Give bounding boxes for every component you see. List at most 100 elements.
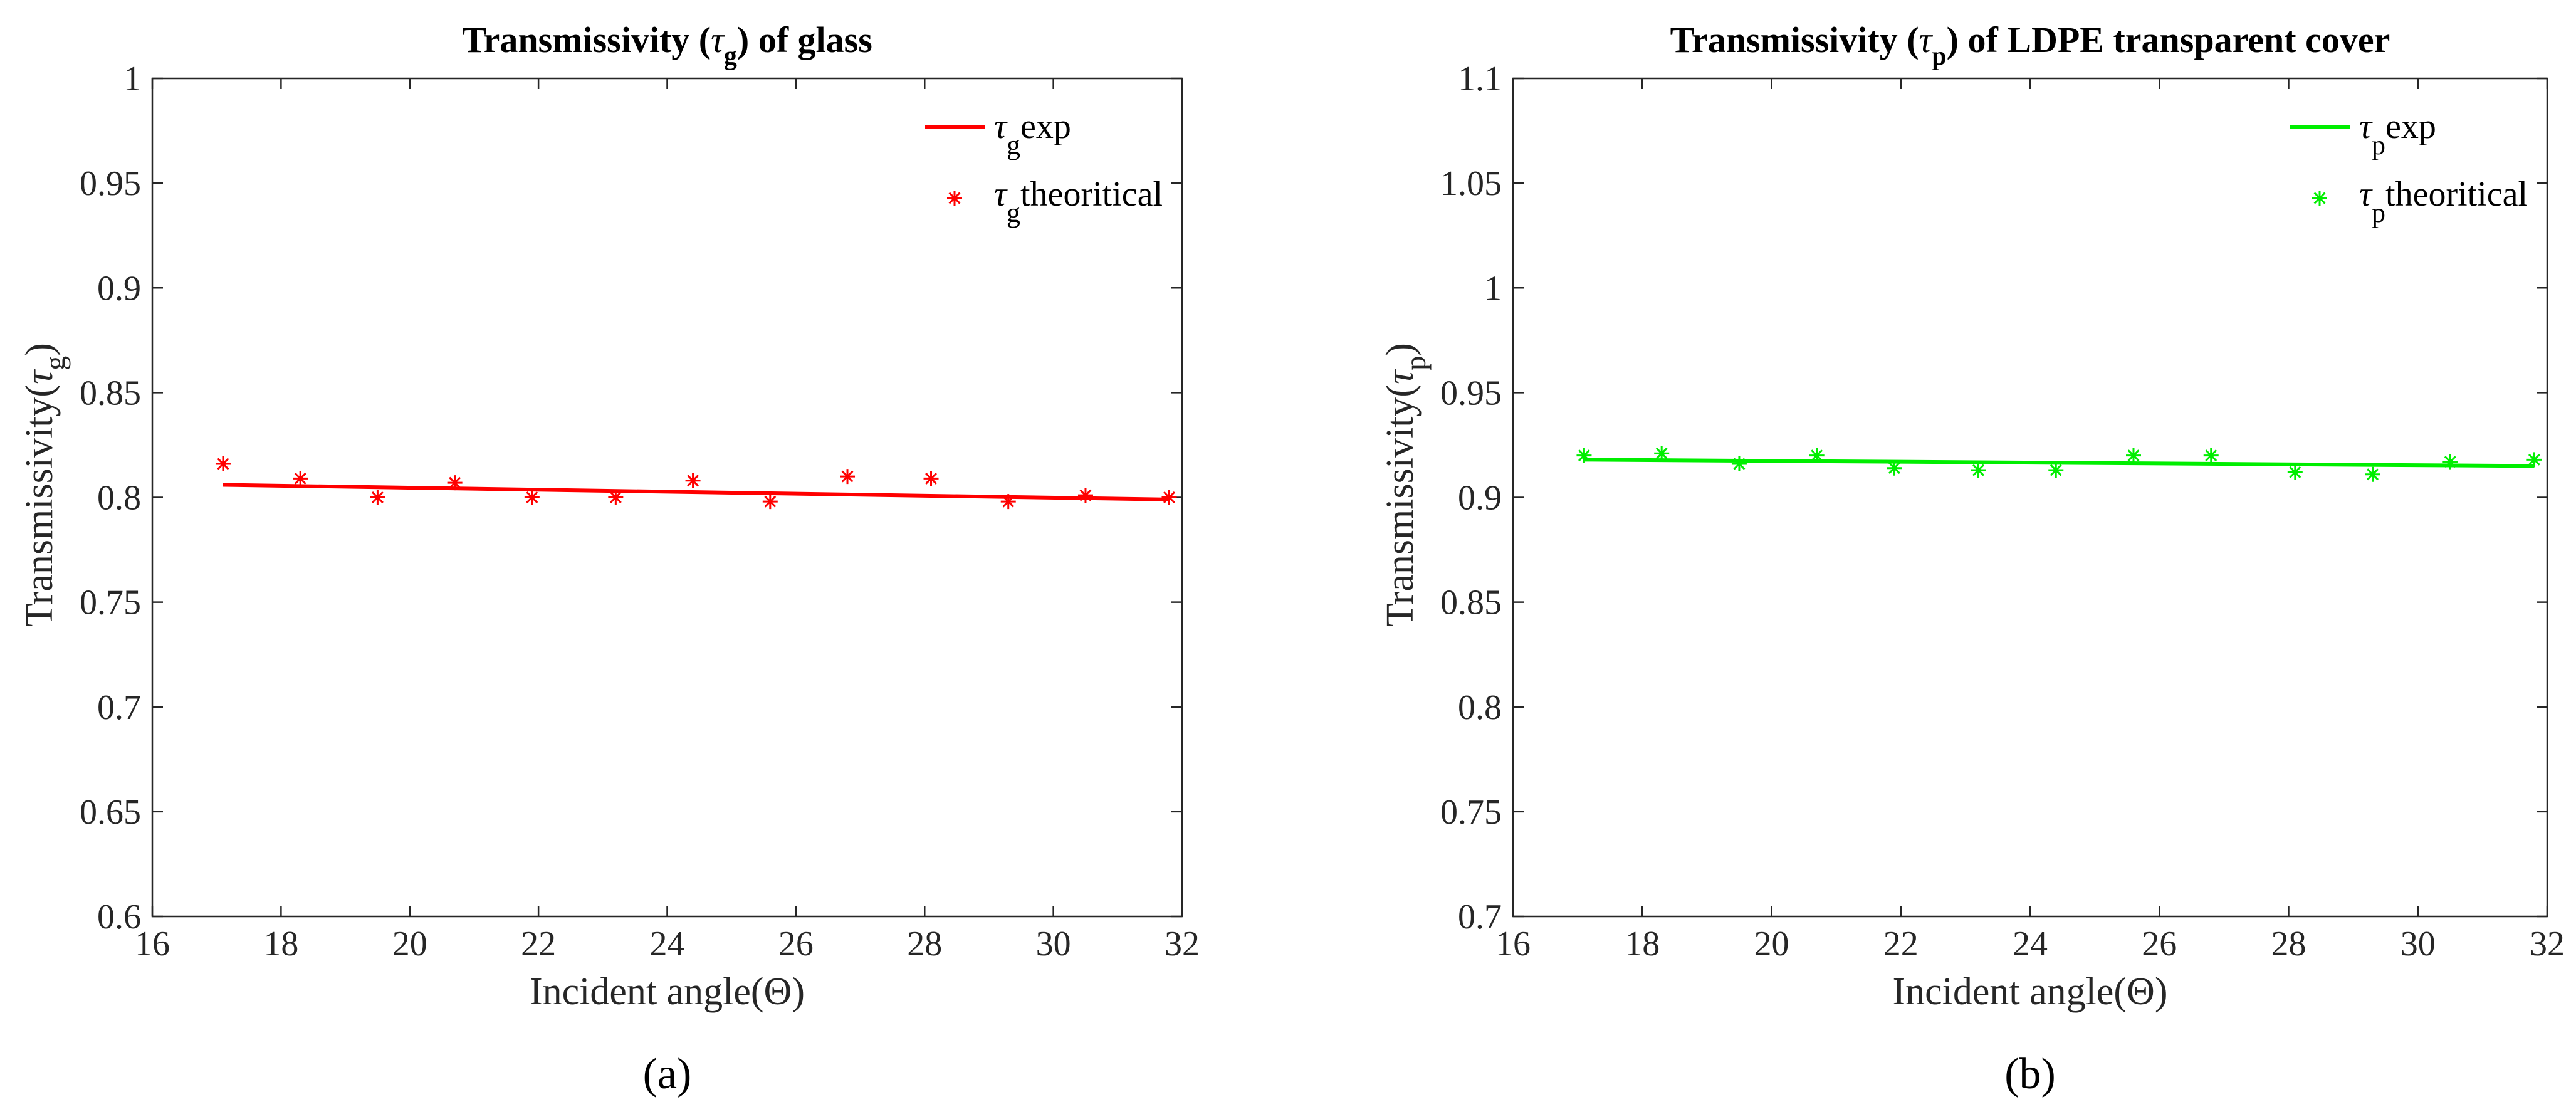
- x-tick-label: 16: [1495, 925, 1531, 963]
- data-point-theoritical: [215, 456, 231, 472]
- y-tick-label: 1.1: [1458, 60, 1502, 98]
- data-point-theoritical: [840, 469, 856, 485]
- y-tick-label: 0.8: [97, 479, 141, 518]
- x-tick-label: 22: [1883, 925, 1919, 963]
- asterisk-marker: [762, 494, 778, 510]
- data-point-theoritical: [370, 490, 385, 505]
- y-tick-label: 0.65: [80, 793, 141, 832]
- panel-caption: (a): [643, 1050, 692, 1098]
- series-line-exp: [223, 483, 1170, 501]
- data-point-theoritical: [524, 490, 540, 505]
- chart-panel-a: 16 18 20 22 24 26 28 30 32 0.6 0.65 0.7 0.75 0.8 0.85 0…: [18, 19, 1200, 1098]
- data-point-theoritical: [447, 475, 463, 491]
- data-point-theoritical: [1077, 488, 1093, 503]
- y-tick-label: 0.7: [97, 688, 141, 727]
- y-tick-label: 0.9: [97, 269, 141, 308]
- x-tick-label: 30: [2401, 925, 2436, 963]
- y-tick-label: 0.9: [1458, 479, 1502, 518]
- legend-entry-theoritical: τptheoritical: [2359, 175, 2528, 228]
- x-tick-label: 26: [2142, 925, 2177, 963]
- y-tick-label: 1: [1484, 269, 1502, 308]
- x-tick-label: 28: [2271, 925, 2306, 963]
- asterisk-marker: [1809, 448, 1825, 463]
- y-tick-label: 0.85: [1440, 584, 1502, 622]
- asterisk-marker: [685, 473, 701, 488]
- y-tick-label: 1: [123, 60, 141, 98]
- y-tick-label: 0.7: [1458, 898, 1502, 936]
- x-axis-label: Incident angle(Θ): [530, 970, 805, 1013]
- asterisk-marker: [1887, 460, 1902, 476]
- chart-panel-b: 16 18 20 22 24 26 28 30 32 0.7 0.75 0.8 0.85 0.9 0.95 1…: [1379, 19, 2565, 1098]
- data-point-theoritical: [293, 471, 308, 486]
- y-tick-label: 0.95: [1440, 374, 1502, 412]
- data-point-theoritical: [685, 473, 701, 488]
- x-tick-label: 32: [1165, 925, 1200, 963]
- data-point-theoritical: [1971, 463, 1986, 478]
- asterisk-marker: [2203, 448, 2219, 463]
- data-point-theoritical: [1809, 448, 1825, 463]
- x-tick-label: 26: [778, 925, 814, 963]
- asterisk-marker: [293, 471, 308, 486]
- legend-entry-exp: τgexp: [994, 107, 1071, 160]
- legend: τgexp τgtheoritical: [925, 107, 1163, 228]
- data-point-theoritical: [762, 494, 778, 510]
- asterisk-marker: [2048, 463, 2064, 478]
- asterisk-marker: [447, 475, 463, 491]
- y-tick-label: 0.95: [80, 164, 141, 203]
- asterisk-marker: [2442, 454, 2458, 470]
- data-point-theoritical: [1000, 494, 1016, 510]
- data-point-theoritical: [2048, 463, 2064, 478]
- data-point-theoritical: [2203, 448, 2219, 463]
- asterisk-marker: [524, 490, 540, 505]
- y-tick-label: 1.05: [1440, 164, 1502, 203]
- data-point-theoritical: [1887, 460, 1902, 476]
- legend: τpexp τptheoritical: [2290, 107, 2528, 228]
- legend-entry-exp: τpexp: [2359, 107, 2436, 160]
- data-point-theoritical: [1161, 490, 1177, 505]
- asterisk-marker: [2526, 452, 2542, 468]
- asterisk-marker: [1971, 463, 1986, 478]
- y-tick-label: 0.75: [1440, 793, 1502, 832]
- asterisk-marker: [2126, 448, 2141, 463]
- data-point-theoritical: [2365, 466, 2380, 482]
- chart-title: Transmissivity (τg) of glass: [462, 19, 872, 71]
- x-axis-label: Incident angle(Θ): [1893, 970, 2168, 1013]
- data-point-theoritical: [608, 490, 624, 505]
- asterisk-marker: [1000, 494, 1016, 510]
- data-point-theoritical: [1576, 448, 1592, 463]
- asterisk-marker: [2287, 464, 2303, 480]
- legend-swatch-asterisk: [947, 191, 962, 206]
- asterisk-marker: [1576, 448, 1592, 463]
- x-tick-label: 18: [263, 925, 298, 963]
- y-axis-label: Transmissivity(τg): [18, 343, 71, 627]
- panel-caption: (b): [2004, 1050, 2056, 1098]
- asterisk-marker: [1654, 446, 1670, 461]
- x-tick-label: 22: [521, 925, 556, 963]
- y-tick-label: 0.85: [80, 374, 141, 412]
- legend-swatch-asterisk: [2312, 191, 2327, 206]
- asterisk-marker: [1161, 490, 1177, 505]
- data-point-theoritical: [2126, 448, 2141, 463]
- asterisk-marker: [840, 469, 856, 485]
- asterisk-marker: [923, 471, 939, 486]
- asterisk-marker: [215, 456, 231, 472]
- series-line-exp: [1584, 458, 2535, 468]
- asterisk-marker: [1731, 456, 1747, 472]
- data-point-theoritical: [1654, 446, 1670, 461]
- y-tick-label: 0.8: [1458, 688, 1502, 727]
- data-point-theoritical: [923, 471, 939, 486]
- x-tick-label: 20: [1754, 925, 1789, 963]
- legend-entry-theoritical: τgtheoritical: [994, 175, 1163, 228]
- data-point-theoritical: [2287, 464, 2303, 480]
- x-tick-label: 32: [2530, 925, 2565, 963]
- asterisk-marker: [370, 490, 385, 505]
- x-tick-label: 28: [907, 925, 942, 963]
- x-tick-label: 30: [1036, 925, 1071, 963]
- x-tick-label: 24: [650, 925, 685, 963]
- y-tick-label: 0.75: [80, 584, 141, 622]
- data-point-theoritical: [2526, 452, 2542, 468]
- y-tick-label: 0.6: [97, 898, 141, 936]
- x-tick-label: 16: [135, 925, 170, 963]
- chart-title: Transmissivity (τp) of LDPE transparent …: [1670, 19, 2390, 71]
